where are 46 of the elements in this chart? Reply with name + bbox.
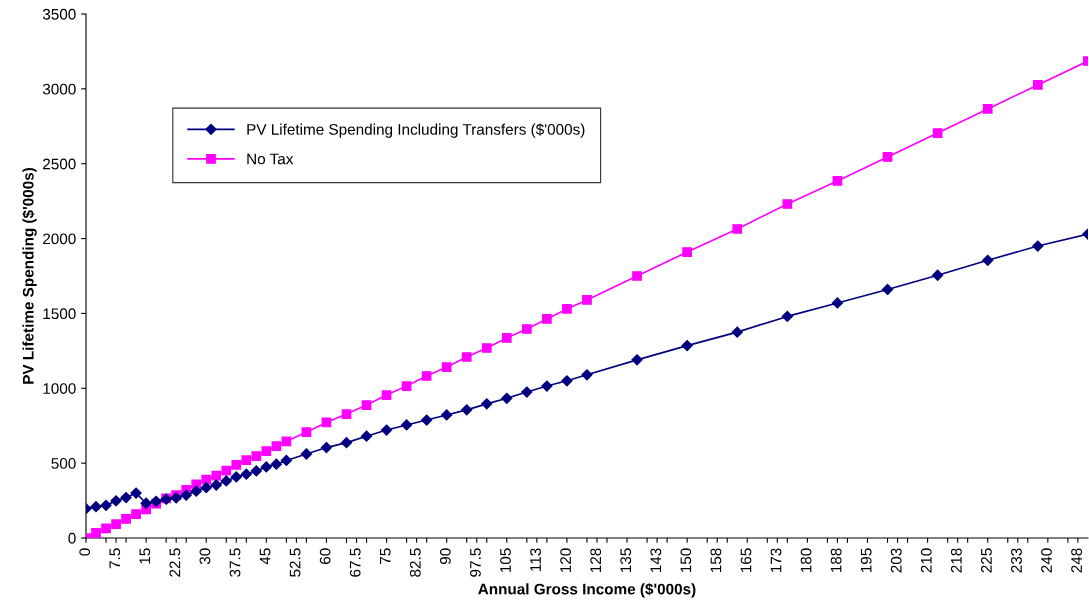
x-tick-label: 75 <box>380 548 391 564</box>
x-tick-label: 150 <box>680 548 692 573</box>
x-tick-label: 143 <box>650 548 662 573</box>
x-tick-label: 67.5 <box>349 548 361 577</box>
y-tick-label: 1500 <box>43 308 76 320</box>
legend-label: No Tax <box>247 153 294 165</box>
x-tick-label: 218 <box>950 548 962 573</box>
x-tick-label: 135 <box>620 548 632 573</box>
x-tick-label: 22.5 <box>169 548 181 577</box>
x-tick-label: 173 <box>770 548 782 573</box>
legend-label: PV Lifetime Spending Including Transfers ($'000s) <box>247 123 585 138</box>
x-tick-label: 37.5 <box>229 548 241 577</box>
x-tick-label: 180 <box>800 548 812 573</box>
y-tick-label: 3000 <box>42 83 76 95</box>
x-tick-label: 120 <box>560 548 572 573</box>
x-tick-label: 45 <box>259 548 271 565</box>
x-tick-label: 203 <box>890 548 902 573</box>
y-tick-label: 3500 <box>42 8 76 20</box>
x-tick-label: 225 <box>981 548 992 573</box>
y-tick-label: 2000 <box>43 233 76 245</box>
x-tick-label: 248 <box>1071 548 1082 573</box>
x-tick-label: 52.5 <box>289 548 301 577</box>
x-axis-title: Annual Gross Income ($'000s) <box>478 583 696 598</box>
x-tick-label: 82.5 <box>409 548 421 577</box>
x-tick-label: 158 <box>710 548 722 573</box>
x-tick-label: 7.5 <box>109 548 121 569</box>
x-tick-label: 15 <box>139 548 151 564</box>
x-tick-label: 0 <box>79 548 91 556</box>
y-axis-title: PV Lifetime Spending ($'000s) <box>22 167 37 384</box>
x-tick-label: 90 <box>439 548 451 564</box>
x-tick-label: 128 <box>590 548 602 573</box>
x-tick-label: 188 <box>830 548 842 573</box>
y-tick-label: 2500 <box>43 158 76 170</box>
x-tick-label: 165 <box>740 548 752 573</box>
y-tick-label: 500 <box>51 458 76 469</box>
y-tick-label: 0 <box>68 532 76 544</box>
x-tick-label: 105 <box>500 548 511 573</box>
x-tick-label: 210 <box>920 548 932 573</box>
x-tick-label: 60 <box>319 548 331 564</box>
y-tick-label: 1000 <box>43 383 76 394</box>
x-tick-label: 113 <box>530 548 541 571</box>
x-tick-label: 195 <box>860 548 872 573</box>
x-tick-label: 240 <box>1041 548 1052 573</box>
x-tick-label: 97.5 <box>470 548 481 577</box>
x-tick-label: 233 <box>1011 548 1022 573</box>
x-tick-label: 30 <box>199 548 211 565</box>
